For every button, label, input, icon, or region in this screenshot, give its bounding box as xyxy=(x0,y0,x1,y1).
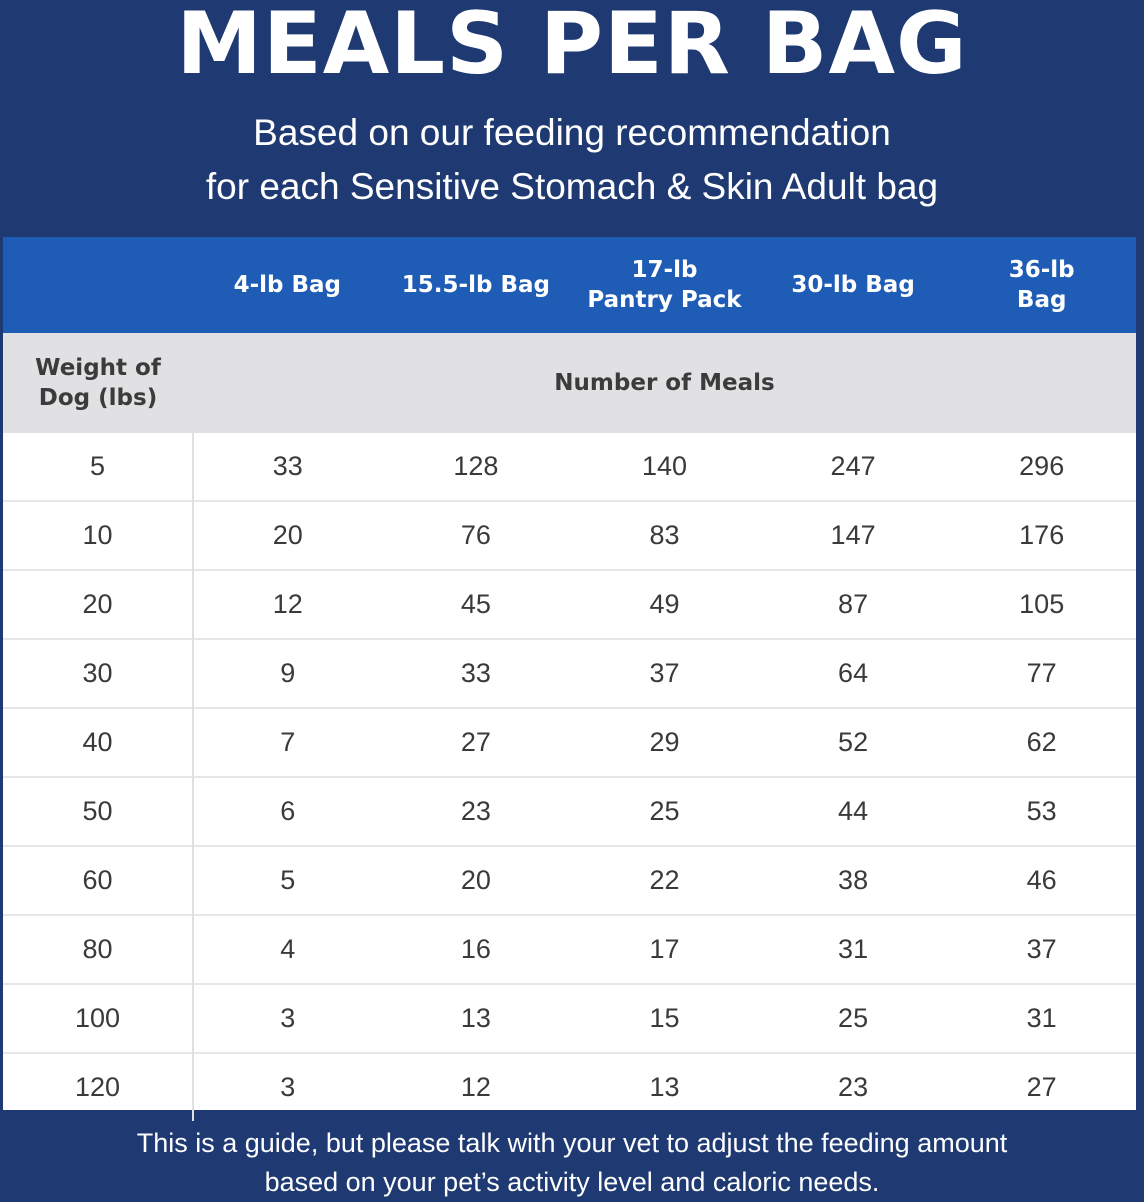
meal-count-cell: 37 xyxy=(947,914,1136,984)
subtitle-line: for each Sensitive Stomach & Skin Adult … xyxy=(205,166,939,207)
weight-of-dog-header: Weight of Dog (lbs) xyxy=(3,333,193,433)
meal-count-cell: 16 xyxy=(381,914,571,984)
meal-count-cell: 53 xyxy=(947,776,1136,846)
bag-header-17lb: 17-lb Pantry Pack xyxy=(570,237,759,333)
dog-weight-cell: 100 xyxy=(3,983,194,1053)
meal-count-cell: 38 xyxy=(758,845,948,915)
meal-count-cell: 296 xyxy=(1019,451,1065,481)
table-row: 10 20 76 83 147 176 xyxy=(3,500,1136,570)
meal-count-cell: 37 xyxy=(570,638,759,708)
bag-header-15-5lb: 15.5-lb Bag xyxy=(381,237,571,333)
bag-size-header-row: 4-lb Bag 15.5-lb Bag 17-lb Pantry Pack 30… xyxy=(3,237,1136,333)
meal-count-cell: 45 xyxy=(381,569,571,639)
table-row: 20 12 45 49 87 105 xyxy=(3,569,1136,639)
header-empty-cell xyxy=(3,237,193,333)
dog-weight-cell: 20 xyxy=(3,569,194,639)
meal-count-cell: 27 xyxy=(947,1052,1136,1121)
meal-count-cell: 31 xyxy=(947,983,1136,1053)
meal-count-cell: 22 xyxy=(570,845,759,915)
meal-count-cell: 25 xyxy=(758,983,948,1053)
column-label-row: Weight of Dog (lbs) Number of Meals xyxy=(3,333,1136,433)
meal-count-cell: 140 xyxy=(641,451,688,481)
meal-count-cell: 128 xyxy=(453,451,499,481)
meal-count-cell: 7 xyxy=(193,707,382,777)
meal-count-cell: 27 xyxy=(381,707,571,777)
table-row: 40 7 27 29 52 62 xyxy=(3,707,1136,777)
page-title: MEALS PER BAG xyxy=(176,0,968,94)
meal-count-cell: 23 xyxy=(758,1052,948,1121)
meal-count-cell: 64 xyxy=(758,638,948,708)
bag-header-4lb: 4-lb Bag xyxy=(193,237,382,333)
footer-line: This is a guide, but please talk with yo… xyxy=(136,1128,1008,1158)
meal-count-cell: 83 xyxy=(570,500,759,570)
meal-count-cell: 49 xyxy=(570,569,759,639)
meal-count-cell: 176 xyxy=(947,500,1136,570)
meal-count-cell: 20 xyxy=(381,845,571,915)
dog-weight-cell: 120 xyxy=(3,1052,194,1121)
meal-count-cell: 4 xyxy=(193,914,382,984)
meal-count-cell: 3 xyxy=(193,983,382,1053)
meal-count-cell: 5 xyxy=(193,845,382,915)
dog-weight-cell: 80 xyxy=(3,914,194,984)
meal-count-cell: 20 xyxy=(193,500,382,570)
table-row: 50 6 23 25 44 53 xyxy=(3,776,1136,846)
meal-count-cell: 46 xyxy=(947,845,1136,915)
dog-weight-cell: 30 xyxy=(3,638,194,708)
footer-line: based on your pet’s activity level and c… xyxy=(264,1167,880,1197)
meal-count-cell: 62 xyxy=(947,707,1136,777)
table-row: 120 3 12 13 23 27 xyxy=(3,1052,1136,1121)
number-of-meals-header: Number of Meals xyxy=(193,333,1136,433)
meal-count-cell: 6 xyxy=(193,776,382,846)
dog-weight-cell: 50 xyxy=(3,776,194,846)
meal-count-cell: 12 xyxy=(381,1052,571,1121)
bag-header-30lb: 30-lb Bag xyxy=(758,237,948,333)
dog-weight-cell: 10 xyxy=(3,500,194,570)
meal-count-cell: 87 xyxy=(758,569,948,639)
meal-count-cell: 13 xyxy=(570,1052,759,1121)
meal-count-cell: 12 xyxy=(193,569,382,639)
meal-count-cell: 44 xyxy=(758,776,948,846)
meal-count-cell: 33 xyxy=(272,451,303,481)
dog-weight-cell: 5 xyxy=(3,433,194,501)
meals-per-bag-table: 4-lb Bag 15.5-lb Bag 17-lb Pantry Pack 30… xyxy=(3,237,1136,1121)
meal-count-cell: 77 xyxy=(947,638,1136,708)
table-row: 80 4 16 17 31 37 xyxy=(3,914,1136,984)
meal-count-cell: 23 xyxy=(381,776,571,846)
meal-count-cell: 76 xyxy=(381,500,571,570)
meal-count-cell: 13 xyxy=(381,983,571,1053)
footer-note: This is a guide, but please talk with yo… xyxy=(0,1124,1144,1202)
meal-count-cell: 15 xyxy=(570,983,759,1053)
meal-count-cell: 247 xyxy=(830,451,876,481)
dog-weight-cell: 40 xyxy=(3,707,194,777)
meal-count-cell: 105 xyxy=(947,569,1136,639)
page-subtitle: Based on our feeding recommendation for … xyxy=(0,106,1144,214)
table-row: 100 3 13 15 25 31 xyxy=(3,983,1136,1053)
meal-count-cell: 33 xyxy=(381,638,571,708)
meal-count-cell: 17 xyxy=(570,914,759,984)
meal-count-cell: 25 xyxy=(570,776,759,846)
meal-count-cell: 31 xyxy=(758,914,948,984)
meal-count-cell: 147 xyxy=(758,500,948,570)
meal-count-cell: 29 xyxy=(570,707,759,777)
dog-weight-cell: 60 xyxy=(3,845,194,915)
bag-header-36lb: 36-lb Bag xyxy=(947,237,1136,333)
meal-count-cell: 3 xyxy=(193,1052,382,1121)
table-row: 60 5 20 22 38 46 xyxy=(3,845,1136,915)
subtitle-line: Based on our feeding recommendation xyxy=(253,112,891,153)
table-row: 5 33 128 140 247 296 xyxy=(3,433,1136,501)
table-row: 30 9 33 37 64 77 xyxy=(3,638,1136,708)
meal-count-cell: 52 xyxy=(758,707,948,777)
table-body: 5 33 128 140 247 296 10 20 76 83 147 176 20 12 45 49 87 1… xyxy=(3,433,1136,1121)
meals-table-card: 4-lb Bag 15.5-lb Bag 17-lb Pantry Pack 30… xyxy=(3,237,1136,1121)
meal-count-cell: 9 xyxy=(193,638,382,708)
